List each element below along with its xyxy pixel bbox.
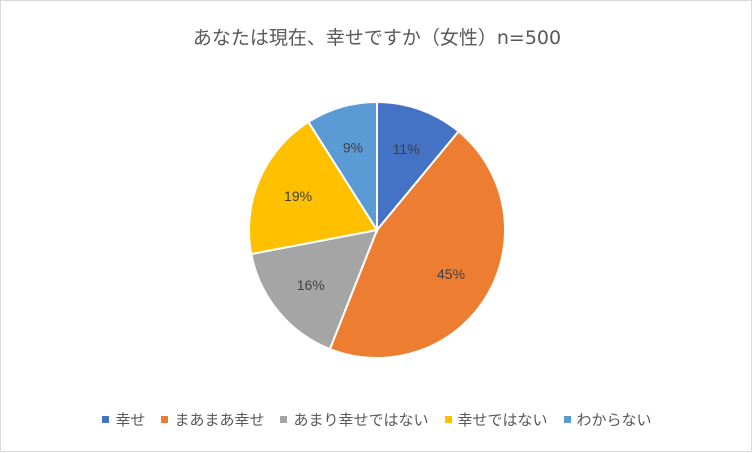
data-label-5: 9% [343, 139, 363, 155]
pie-slice-1 [376, 100, 460, 233]
data-label-4: 19% [284, 188, 312, 204]
legend-item: 幸せではない [444, 409, 548, 430]
legend-label: わからない [576, 411, 652, 429]
legend-label: あまり幸せではない [293, 411, 429, 429]
data-label-3: 16% [297, 277, 325, 293]
legend-swatch [563, 416, 571, 423]
legend-item: まあまあ幸せ [161, 409, 264, 430]
legend-swatch [280, 416, 288, 423]
data-label-2: 45% [437, 266, 465, 282]
pie-slice-4 [248, 120, 379, 256]
legend-swatch [444, 416, 452, 423]
legend-item: 幸せ [102, 409, 145, 430]
data-label-1: 11% [393, 141, 420, 157]
chart-title: あなたは現在、幸せですか（女性）n=500 [192, 27, 562, 49]
legend-label: 幸せ [115, 411, 146, 429]
legend-item: あまり幸せではない [280, 409, 429, 430]
legend-label: 幸せではない [457, 411, 548, 429]
pie-slice-3 [250, 228, 379, 351]
legend-item: わからない [563, 409, 652, 430]
legend-swatch [102, 416, 110, 423]
legend: 幸せ まあまあ幸せ あまり幸せではない 幸せではない わからない [1, 409, 752, 430]
pie-slice-5 [307, 100, 378, 234]
legend-swatch [161, 416, 169, 423]
pie-slice-2 [328, 129, 506, 359]
legend-label: まあまあ幸せ [174, 411, 265, 429]
